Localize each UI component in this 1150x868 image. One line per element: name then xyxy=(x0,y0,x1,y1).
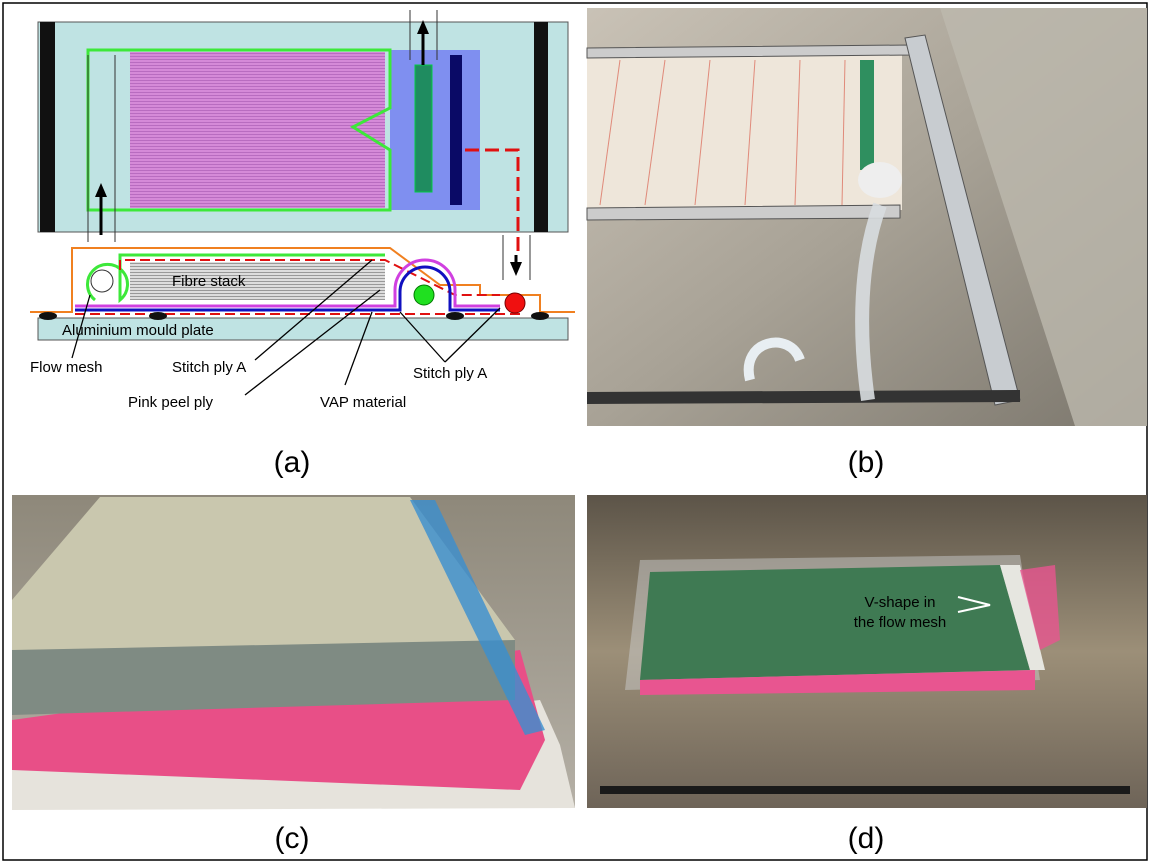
photo-b xyxy=(587,8,1147,426)
caption: (d) xyxy=(848,822,885,855)
caption: (c) xyxy=(275,822,310,855)
label: Pink peel ply xyxy=(128,394,214,411)
label: Stitch ply A xyxy=(413,365,487,382)
label: Fibre stack xyxy=(172,273,246,290)
annotation: V-shape in xyxy=(865,594,936,611)
label: Stitch ply A xyxy=(172,359,246,376)
photo-d: V-shape in the flow mesh xyxy=(587,495,1147,808)
figure: Fibre stack Aluminium mould plate Flow m… xyxy=(0,0,1150,863)
label: VAP material xyxy=(320,394,406,411)
label: Aluminium mould plate xyxy=(62,322,214,339)
photo-c xyxy=(12,495,575,810)
diagram-top-view xyxy=(38,10,568,280)
annotation: the flow mesh xyxy=(854,614,947,631)
label: Flow mesh xyxy=(30,359,103,376)
caption: (b) xyxy=(848,446,885,479)
caption: (a) xyxy=(274,446,311,479)
